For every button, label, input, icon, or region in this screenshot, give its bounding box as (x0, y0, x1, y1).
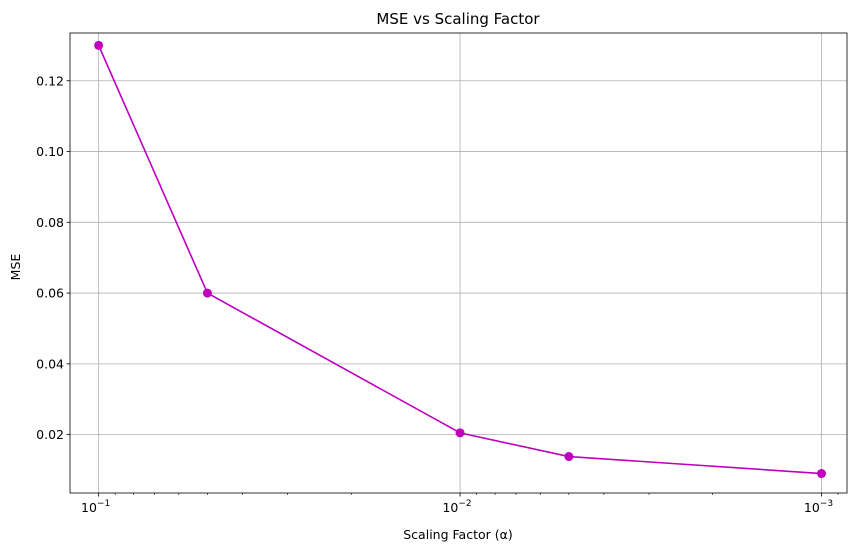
series-layer (94, 40, 826, 479)
y-tick-label: 0.12 (36, 73, 64, 88)
y-tick-label: 0.10 (36, 144, 64, 159)
plot-area-frame (69, 32, 848, 494)
y-tick-label: 0.02 (36, 427, 64, 442)
x-tick-label: 10−2 (442, 499, 471, 515)
mse-data-point (564, 452, 574, 462)
x-tick-exponent: −1 (97, 499, 110, 509)
x-tick-exponent: −3 (820, 499, 833, 509)
mse-data-point (455, 428, 465, 438)
y-tick-label: 0.04 (36, 356, 64, 371)
mse-data-point (94, 40, 104, 50)
y-axis-label: MSE (8, 254, 23, 281)
x-axis-label: Scaling Factor (α) (403, 527, 512, 542)
y-tick-label: 0.06 (36, 286, 64, 301)
x-tick-base: 10 (81, 500, 97, 515)
x-tick-base: 10 (442, 500, 458, 515)
x-tick-label: 10−3 (804, 499, 833, 515)
y-tick-label: 0.08 (36, 215, 64, 230)
x-tick-label: 10−1 (81, 499, 110, 515)
x-tick-base: 10 (804, 500, 820, 515)
chart-title: MSE vs Scaling Factor (376, 10, 540, 28)
mse-data-point (816, 469, 826, 479)
grid-lines (70, 33, 847, 493)
x-tick-exponent: −2 (458, 499, 471, 509)
mse-data-point (202, 288, 212, 298)
